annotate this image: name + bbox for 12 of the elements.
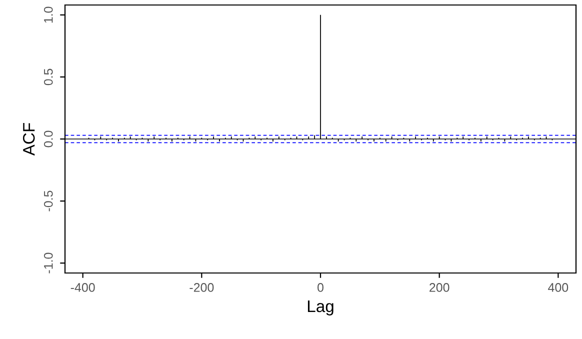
y-tick-label: -1.0 (44, 252, 53, 274)
x-tick-label: -200 (190, 283, 214, 292)
y-tick-label: 0.0 (44, 130, 53, 148)
x-tick-label: 200 (430, 283, 450, 292)
x-tick-label: -400 (70, 283, 95, 292)
y-tick-label: 0.5 (44, 68, 53, 86)
x-tick-label: 400 (548, 283, 568, 292)
y-tick-label: -0.5 (44, 190, 53, 212)
x-axis-title: Lag (308, 300, 334, 316)
y-axis-title: ACF (22, 123, 35, 156)
y-tick-label: 1.0 (44, 6, 53, 23)
x-tick-label: 0 (318, 283, 324, 292)
